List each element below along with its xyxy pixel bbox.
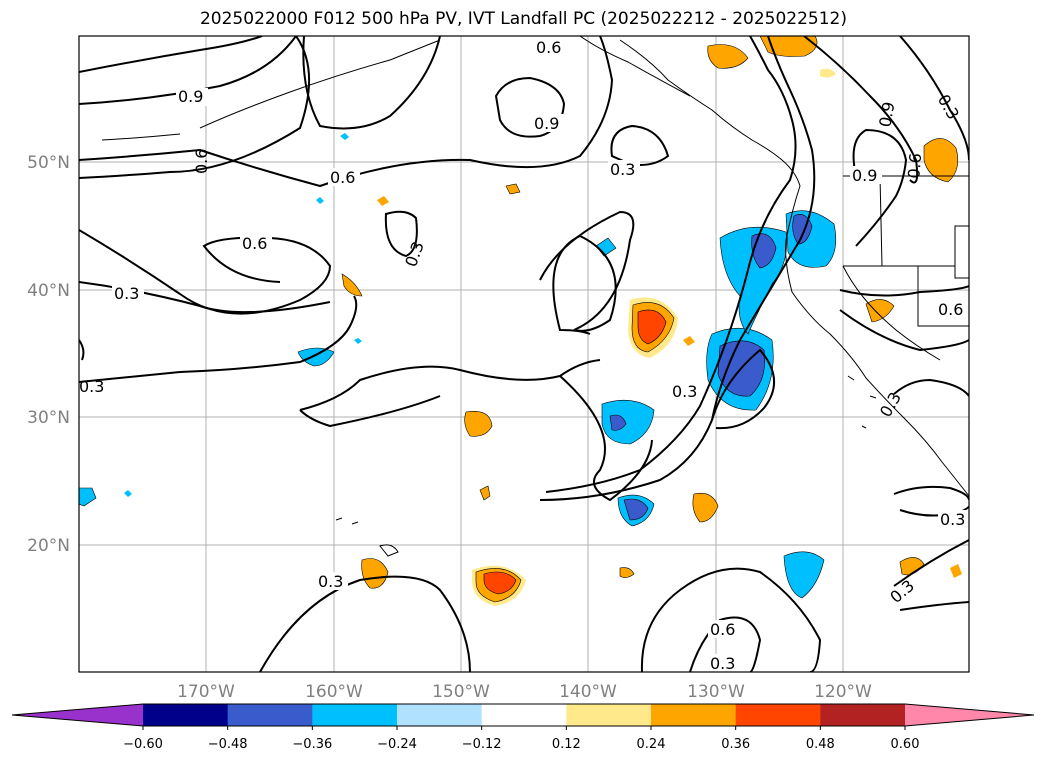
colorbar-segment <box>820 704 906 726</box>
anomaly-blob <box>341 273 363 297</box>
contour-label: 0.6 <box>192 149 211 174</box>
anomaly-blob <box>79 487 97 507</box>
contour-label: 0.9 <box>534 114 559 133</box>
anomaly-blob <box>707 44 749 69</box>
anomaly-blob <box>361 558 389 589</box>
latitude-labels: 50°N 40°N 30°N 20°N <box>27 153 70 556</box>
colorbar-tick-label: 0.48 <box>806 737 835 752</box>
contour-label: 0.6 <box>904 152 925 179</box>
colorbar-segment <box>481 704 567 726</box>
contour-label: 0.3 <box>610 160 635 179</box>
colorbar-tick-label: −0.12 <box>462 737 502 752</box>
colorbar-segment <box>143 704 229 726</box>
contour-label: 0.3 <box>940 510 965 529</box>
lat-label: 50°N <box>27 153 70 173</box>
anomaly-blob <box>601 399 655 445</box>
map-frame <box>78 35 970 673</box>
contour-label: 0.3 <box>672 382 697 401</box>
lat-label: 30°N <box>27 408 70 428</box>
contour-label: 0.3 <box>710 654 735 673</box>
anomaly-blob <box>820 68 836 78</box>
colorbar-tick-label: −0.60 <box>123 737 163 752</box>
anomaly-blob <box>783 551 825 599</box>
longitude-labels: 170°W 160°W 150°W 140°W 130°W 120°W <box>177 682 872 702</box>
lon-label: 140°W <box>559 682 617 702</box>
contour-label: 0.6 <box>710 620 735 639</box>
anomaly-blob <box>617 494 655 527</box>
colorbar-segment <box>312 704 398 726</box>
anomaly-blob <box>950 564 962 578</box>
contour-label: 0.9 <box>178 87 203 106</box>
contour-label: 0.9 <box>875 100 898 128</box>
colorbar-tick-label: −0.36 <box>292 737 332 752</box>
colorbar-segment <box>651 704 737 726</box>
anomaly-blob <box>505 183 521 195</box>
colorbar-segment <box>227 704 313 726</box>
colorbar-tick-label: 0.12 <box>552 737 581 752</box>
anomaly-blob <box>472 565 526 606</box>
anomaly-blob <box>628 297 678 358</box>
contour-label: 0.6 <box>938 300 963 319</box>
colorbar-segment <box>397 704 483 726</box>
anomaly-blob <box>377 196 389 206</box>
lon-label: 120°W <box>814 682 872 702</box>
anomaly-blob <box>316 197 324 204</box>
figure-title: 2025022000 F012 500 hPa PV, IVT Landfall… <box>199 9 847 29</box>
contour-label: 0.6 <box>242 234 267 253</box>
colorbar-tick-label: −0.48 <box>208 737 248 752</box>
colorbar: −0.60 −0.48 −0.36 −0.24 −0.12 0.12 0.24 0.36 0.4… <box>11 703 1035 752</box>
anomaly-blob <box>923 138 959 183</box>
contour-label: 0.3 <box>318 572 343 591</box>
lat-label: 40°N <box>27 281 70 301</box>
lon-label: 160°W <box>305 682 363 702</box>
colorbar-tick-label: 0.24 <box>637 737 666 752</box>
anomaly-blob <box>719 226 787 335</box>
lon-label: 170°W <box>177 682 235 702</box>
contour-label: 0.3 <box>79 377 104 396</box>
anomaly-blob <box>683 336 695 346</box>
anomaly-blob <box>479 485 491 501</box>
anomaly-blob <box>692 492 719 523</box>
colorbar-segment <box>735 704 821 726</box>
colorbar-segment <box>566 704 652 726</box>
colorbar-tick-label: 0.36 <box>721 737 750 752</box>
anomaly-blob <box>464 411 493 437</box>
map-background <box>79 36 969 672</box>
positive-anomaly-fills <box>341 36 962 606</box>
colorbar-tick-label: 0.60 <box>891 737 920 752</box>
anomaly-blob <box>340 133 349 140</box>
anomaly-blob <box>619 567 635 578</box>
anomaly-blob <box>865 299 895 323</box>
colorbar-extend-high <box>905 704 1034 726</box>
contour-label: 0.6 <box>536 38 561 57</box>
lon-label: 150°W <box>432 682 490 702</box>
lat-label: 20°N <box>27 536 70 556</box>
colorbar-tick-label: −0.24 <box>377 737 417 752</box>
contour-label: 0.3 <box>114 284 139 303</box>
anomaly-blob <box>354 338 362 344</box>
lon-label: 130°W <box>687 682 745 702</box>
anomaly-blob <box>124 490 132 497</box>
colorbar-extend-low <box>12 704 143 726</box>
contour-label: 0.6 <box>330 168 355 187</box>
contour-label: 0.9 <box>852 166 877 185</box>
pv-contours <box>79 36 969 672</box>
